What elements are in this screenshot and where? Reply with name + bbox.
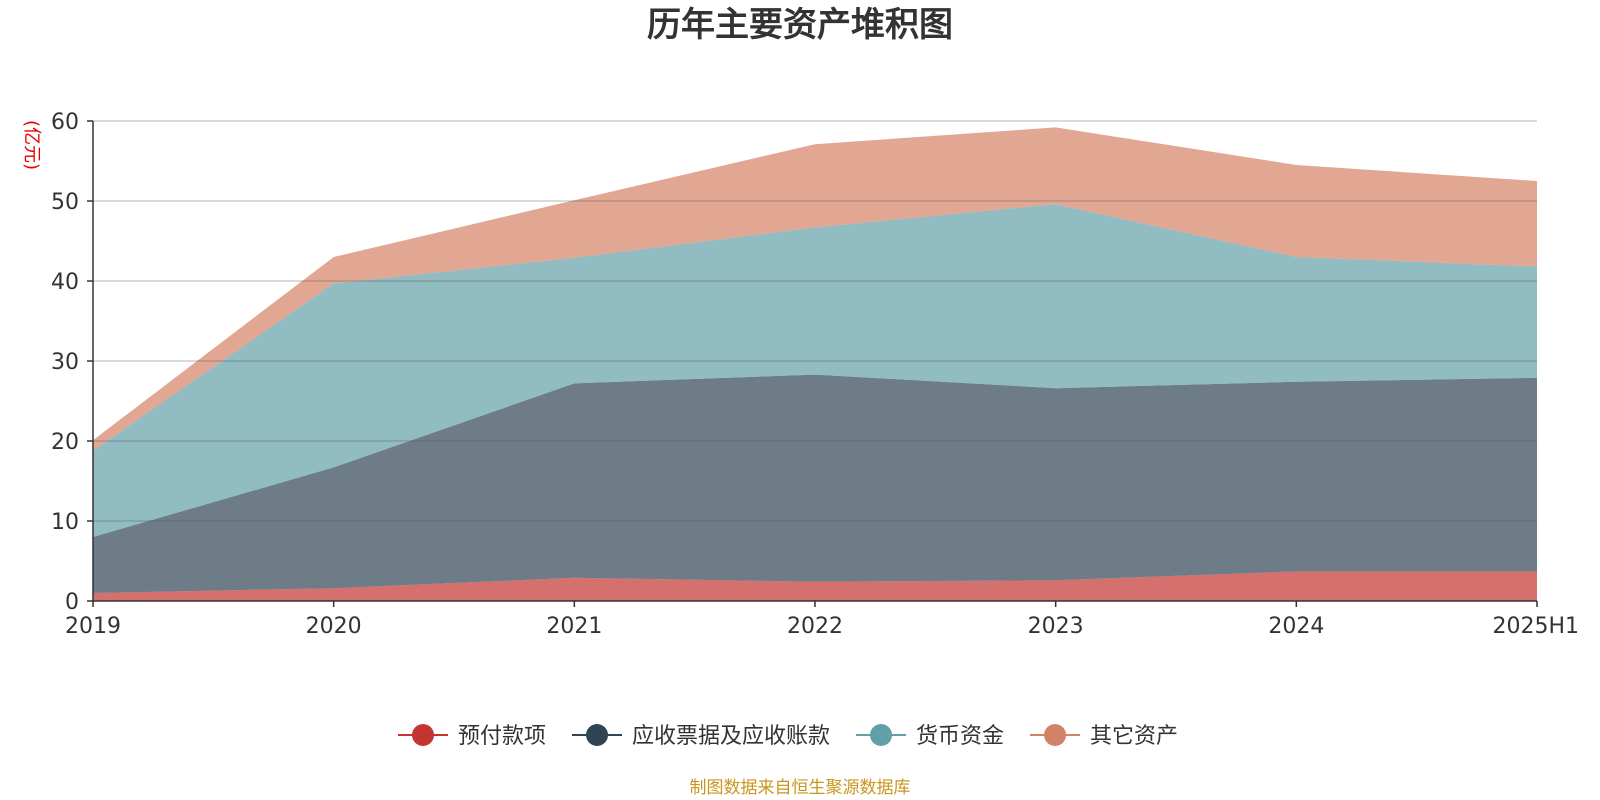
legend-marker: [412, 724, 434, 746]
y-tick-label: 20: [51, 430, 79, 455]
y-tick-label: 10: [51, 510, 79, 535]
y-axis-unit-label: (亿元): [21, 120, 42, 170]
area-series-0: [93, 571, 1537, 601]
area-series-1: [93, 374, 1537, 593]
x-tick-label: 2024: [1268, 614, 1324, 639]
data-source-note: 制图数据来自恒生聚源数据库: [690, 778, 911, 798]
legend-label: 应收票据及应收账款: [632, 724, 830, 749]
legend-label: 其它资产: [1090, 724, 1178, 749]
legend-item-0[interactable]: 预付款项: [398, 724, 546, 749]
y-tick-label: 0: [65, 590, 79, 615]
area-series-group: [93, 127, 1537, 601]
legend-label: 预付款项: [458, 724, 546, 749]
x-tick-label: 2020: [306, 614, 362, 639]
legend-marker: [586, 724, 609, 746]
x-tick-label: 2022: [787, 614, 843, 639]
area-series-2: [93, 204, 1537, 537]
legend-marker: [870, 724, 893, 746]
x-tick-label: 2021: [546, 614, 602, 639]
x-tick-label: 2025H1: [1492, 614, 1579, 639]
legend-marker: [1044, 724, 1067, 746]
x-tick-label: 2019: [65, 614, 121, 639]
y-tick-label: 30: [51, 350, 79, 375]
chart-title: 历年主要资产堆积图: [647, 5, 953, 45]
y-tick-label: 40: [51, 270, 79, 295]
y-tick-label: 60: [51, 110, 79, 135]
axes: 0 10 20 30 40 50 60 2019 2020 2021 2022 2023 2024 202…: [51, 110, 1579, 639]
legend-label: 货币资金: [916, 724, 1004, 749]
area-series-3: [93, 127, 1537, 451]
grid-lines: [93, 120, 1537, 522]
x-tick-label: 2023: [1028, 614, 1084, 639]
legend-item-3[interactable]: 其它资产: [1030, 724, 1178, 749]
legend: 预付款项 应收票据及应收账款 货币资金 其它资产: [398, 724, 1178, 749]
y-tick-label: 50: [51, 190, 79, 215]
legend-item-1[interactable]: 应收票据及应收账款: [572, 724, 830, 749]
legend-item-2[interactable]: 货币资金: [856, 724, 1004, 749]
